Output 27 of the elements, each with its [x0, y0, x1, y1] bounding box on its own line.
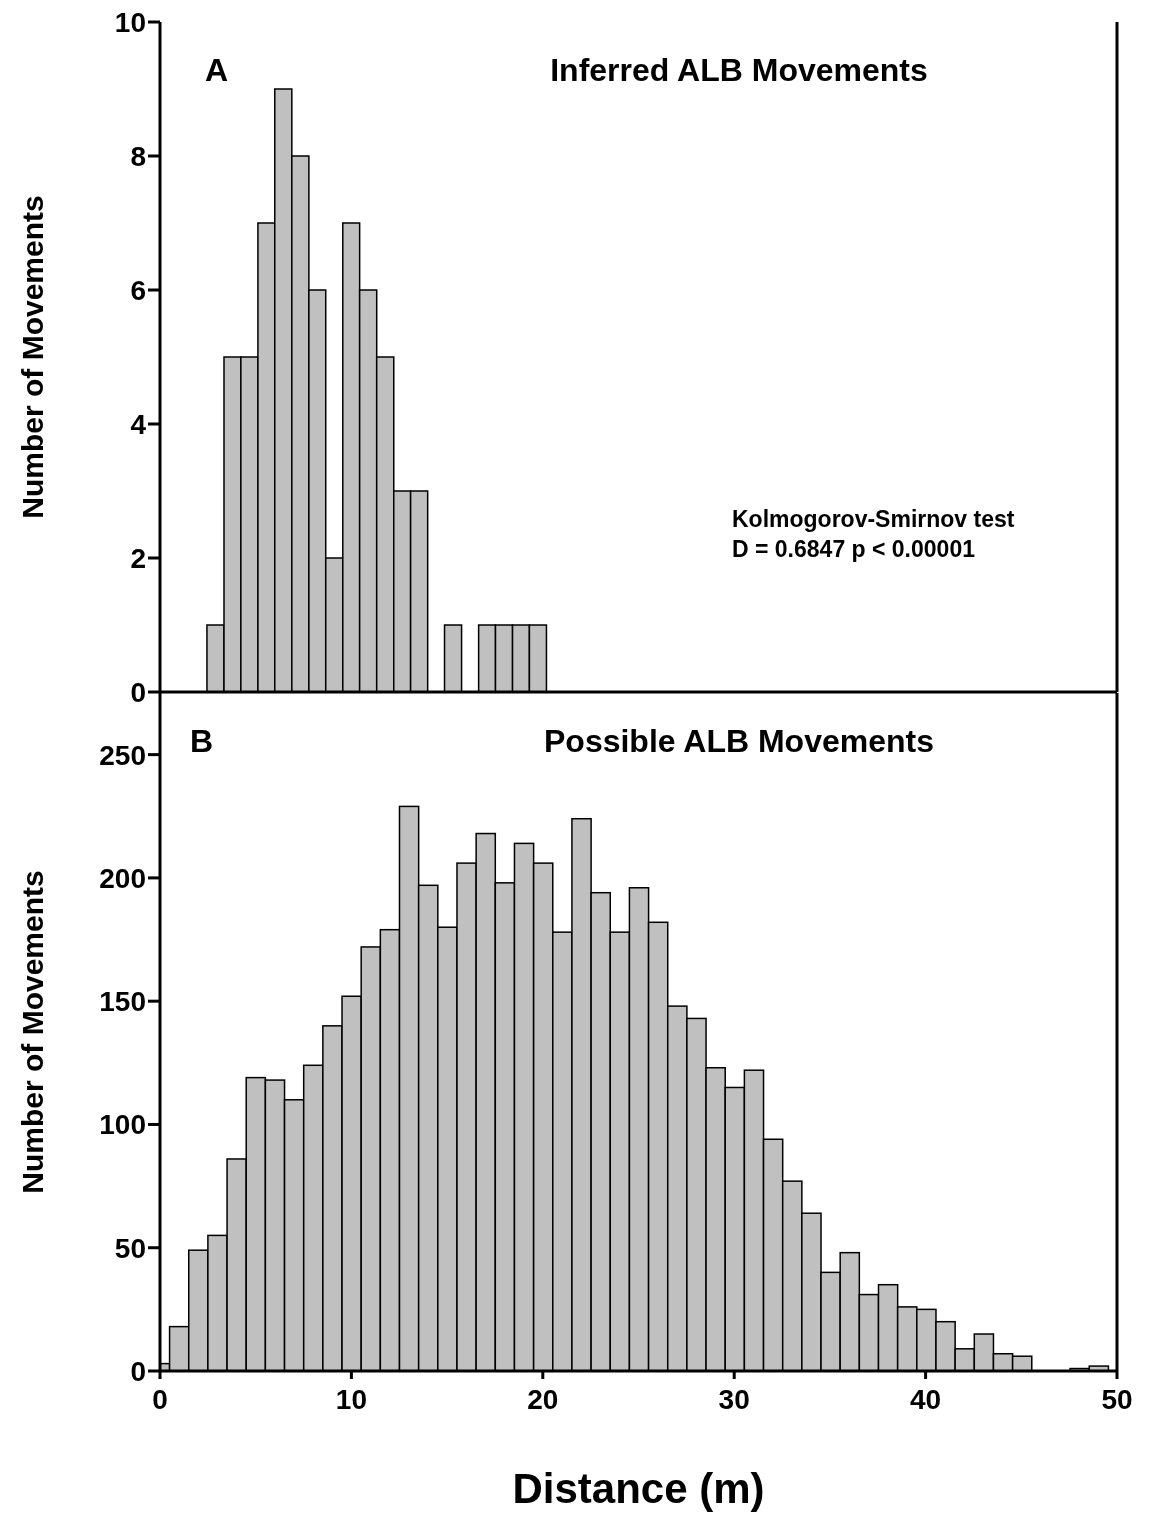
y-tick-label: 50 — [114, 1232, 146, 1264]
x-tick-label: 10 — [335, 1383, 367, 1415]
annotation: Kolmogorov-Smirnov test — [732, 505, 1015, 535]
y-tick-label: 8 — [130, 140, 146, 172]
x-tick-label: 40 — [910, 1383, 942, 1415]
x-axis-title: Distance (m) — [512, 1465, 765, 1512]
y-tick-label: 0 — [130, 1355, 146, 1387]
y-tick-label: 150 — [99, 986, 146, 1018]
y-axis-title: Number of Movements — [15, 195, 49, 519]
y-axis-title: Number of Movements — [15, 870, 49, 1194]
text: Possible ALB Movements — [543, 723, 935, 760]
y-tick-label: 4 — [130, 408, 147, 440]
y-tick-label: 10 — [114, 6, 146, 38]
x-tick-label: 30 — [718, 1383, 750, 1415]
y-tick-label: 6 — [130, 274, 146, 306]
y-tick-label: 2 — [130, 542, 146, 574]
annotation: B — [190, 723, 214, 760]
x-tick-label: 20 — [527, 1383, 559, 1415]
annotation: A — [205, 52, 229, 89]
annotation: D = 0.6847 p < 0.00001 — [732, 535, 976, 565]
text: Inferred ALB Movements — [549, 52, 929, 89]
y-tick-label: 200 — [99, 862, 146, 894]
y-tick-label: 250 — [99, 739, 146, 771]
y-tick-label: 0 — [130, 676, 146, 708]
x-tick-label: 50 — [1101, 1383, 1133, 1415]
y-tick-label: 100 — [99, 1109, 146, 1141]
x-tick-label: 0 — [152, 1383, 168, 1415]
